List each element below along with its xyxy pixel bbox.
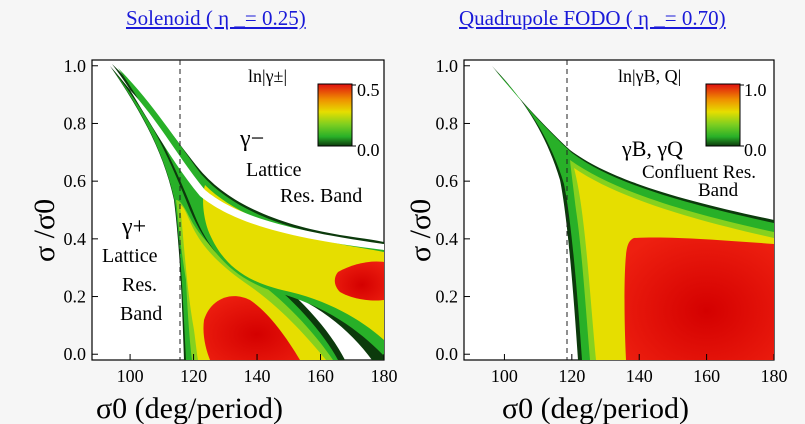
- right-ytick-label: 0.4: [436, 229, 459, 249]
- left-xtick-label: 120: [180, 366, 207, 386]
- left-xtick-label: 100: [117, 366, 144, 386]
- gamma-plus-line-2: Res.: [122, 274, 157, 296]
- right-ytick-label: 1.0: [436, 56, 459, 76]
- right-xlabel: σ0 (deg/period): [502, 392, 689, 424]
- left-colorbar-min: 0.0: [357, 140, 380, 160]
- gamma-plus-line-1: Lattice: [102, 245, 158, 267]
- right-ytick-label: 0.8: [436, 113, 459, 133]
- left-panel-title: Solenoid ( η _= 0.25): [126, 6, 306, 30]
- right-ylabel: σ /σ0: [404, 199, 437, 262]
- right-plot-panel: 100 120 140 160 180 0.0 0.2 0.4 0.6 0.8 1.0 1.0 0.…: [404, 56, 788, 424]
- gamma-plus-line-3: Band: [120, 303, 162, 325]
- right-colorbar-label: ln|γB, Q|: [618, 66, 681, 86]
- left-xtick-label: 180: [371, 366, 398, 386]
- left-colorbar: [317, 83, 353, 147]
- gamma-minus-line-2: Res. Band: [280, 185, 362, 207]
- right-colorbar: [705, 83, 741, 147]
- left-ytick-label: 0.8: [64, 113, 87, 133]
- gamma-plus-symbol: γ+: [121, 214, 146, 240]
- confluent-symbol: γB, γQ: [621, 136, 683, 161]
- gap-wedge: [130, 90, 384, 250]
- right-xtick-label: 100: [491, 366, 518, 386]
- gamma-minus-region: [112, 64, 384, 360]
- right-panel-title: Quadrupole FODO ( η _= 0.70): [459, 6, 726, 30]
- confluent-line-2: Band: [698, 180, 739, 201]
- left-xtick-label: 160: [307, 366, 334, 386]
- right-ytick-label: 0.6: [436, 171, 459, 191]
- right-xtick-label: 140: [626, 366, 653, 386]
- left-plot-panel: 100 120 140 160 180 0.0 0.2 0.4 0.6 0.8 1.0 0.5 0.…: [28, 56, 398, 424]
- confluent-line-1: Confluent Res.: [642, 162, 756, 183]
- left-ytick-label: 0.4: [64, 229, 87, 249]
- right-ytick-label: 0.2: [436, 287, 459, 307]
- left-ytick-label: 1.0: [64, 56, 87, 76]
- left-ytick-label: 0.6: [64, 171, 87, 191]
- left-colorbar-max: 0.5: [357, 80, 380, 100]
- left-colorbar-label: ln|γ±|: [248, 66, 287, 86]
- right-ytick-label: 0.0: [436, 344, 459, 364]
- right-colorbar-min: 0.0: [744, 140, 767, 160]
- confluent-region: [492, 66, 774, 360]
- left-ytick-label: 0.0: [64, 344, 87, 364]
- right-xtick-label: 180: [761, 366, 788, 386]
- left-xtick-label: 140: [244, 366, 271, 386]
- left-ylabel: σ /σ0: [28, 199, 61, 262]
- gamma-minus-line-1: Lattice: [246, 159, 302, 181]
- left-xlabel: σ0 (deg/period): [96, 392, 283, 424]
- right-xtick-label: 160: [693, 366, 720, 386]
- gamma-minus-symbol: γ−: [239, 126, 264, 152]
- left-ytick-label: 0.2: [64, 287, 87, 307]
- right-colorbar-max: 1.0: [744, 80, 767, 100]
- right-xtick-label: 120: [558, 366, 585, 386]
